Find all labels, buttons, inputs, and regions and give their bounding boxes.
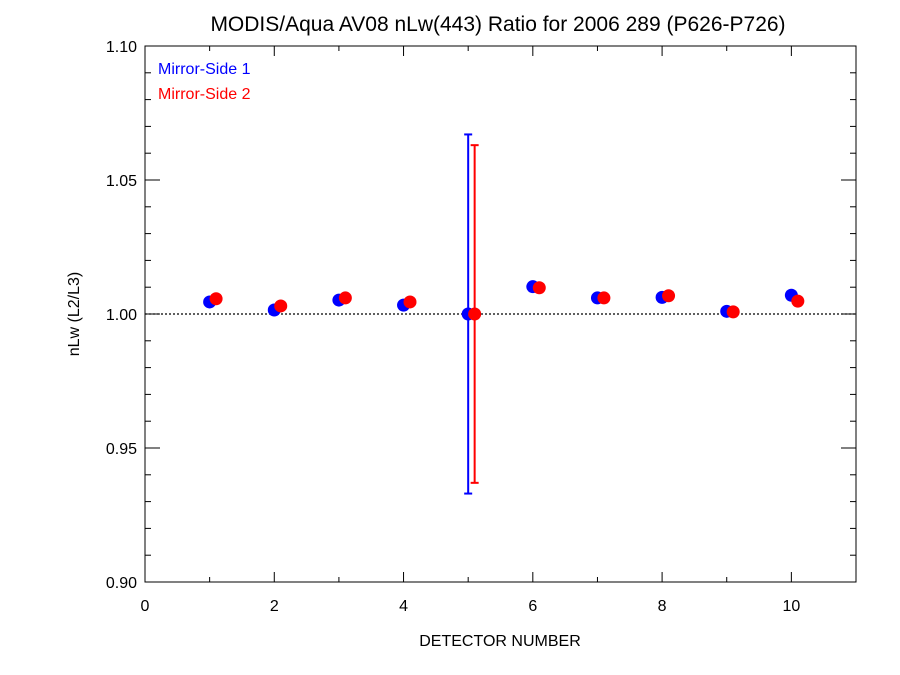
x-tick-label: 0 bbox=[141, 598, 150, 615]
axis-ticks bbox=[144, 45, 857, 583]
x-tick-label: 6 bbox=[528, 598, 537, 615]
y-axis-title: nLw (L2/L3) bbox=[66, 272, 83, 357]
y-tick-label: 0.95 bbox=[106, 441, 137, 458]
x-tick-label: 4 bbox=[399, 598, 408, 615]
x-tick-label: 10 bbox=[782, 598, 800, 615]
x-tick-label: 8 bbox=[658, 598, 667, 615]
legend: Mirror-Side 1 Mirror-Side 2 bbox=[158, 61, 251, 103]
data-points bbox=[203, 280, 805, 321]
legend-item-mirror-side-1: Mirror-Side 1 bbox=[158, 61, 251, 78]
data-point bbox=[338, 291, 352, 305]
data-point bbox=[468, 307, 482, 321]
y-tick-label: 0.90 bbox=[106, 575, 137, 592]
legend-item-mirror-side-2: Mirror-Side 2 bbox=[158, 86, 251, 103]
data-point bbox=[791, 294, 805, 308]
data-point bbox=[726, 305, 740, 319]
chart-title: MODIS/Aqua AV08 nLw(443) Ratio for 2006 … bbox=[210, 13, 785, 36]
y-tick-label: 1.05 bbox=[106, 173, 137, 190]
y-tick-label: 1.00 bbox=[106, 307, 137, 324]
y-tick-label: 1.10 bbox=[106, 39, 137, 56]
x-axis-title: DETECTOR NUMBER bbox=[419, 633, 581, 650]
x-tick-label: 2 bbox=[270, 598, 279, 615]
data-point bbox=[209, 292, 223, 306]
y-axis-tick-labels: 0.90 0.95 1.00 1.05 1.10 bbox=[106, 39, 137, 592]
data-point bbox=[662, 289, 676, 303]
data-point bbox=[403, 295, 417, 309]
data-point bbox=[532, 281, 546, 295]
data-point bbox=[597, 291, 611, 305]
x-axis-tick-labels: 0 2 4 6 8 10 bbox=[141, 598, 801, 615]
data-point bbox=[274, 299, 288, 313]
